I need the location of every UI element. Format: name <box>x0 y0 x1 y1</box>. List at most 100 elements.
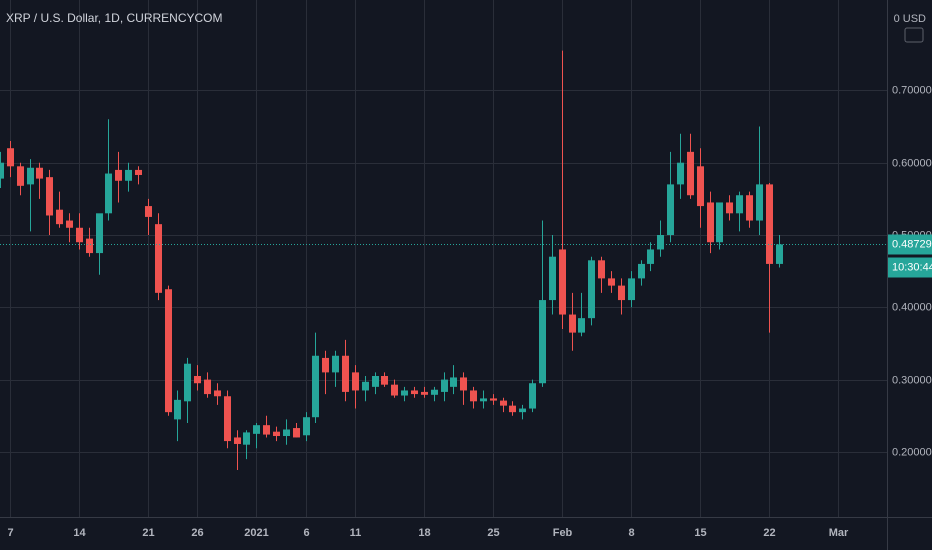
x-tick-label: 22 <box>763 527 775 539</box>
y-tick-label: 0.20000 <box>892 446 932 458</box>
candle-body <box>46 177 53 216</box>
candle-body <box>194 376 201 384</box>
candle-body <box>125 169 132 181</box>
candle-body <box>529 383 536 409</box>
candle-body <box>243 432 250 445</box>
candle-body <box>184 363 191 402</box>
candle-body <box>96 213 103 254</box>
candle-body <box>17 166 24 186</box>
x-tick-label: 11 <box>350 527 362 539</box>
x-tick-label: Feb <box>553 527 573 539</box>
candle-body <box>687 151 694 196</box>
candle-body <box>716 202 723 243</box>
candle-body <box>638 263 645 279</box>
candle-body <box>618 285 625 301</box>
candle-body <box>165 289 172 413</box>
candle-body <box>519 408 526 413</box>
candle-body <box>766 184 773 264</box>
x-tick-label: 18 <box>418 527 430 539</box>
x-tick-label: 6 <box>303 527 309 539</box>
candle-body <box>36 167 43 179</box>
overlay: 0.200000.300000.400000.500000.600000.700… <box>0 84 932 539</box>
candle-body <box>569 314 576 333</box>
candle-body <box>174 399 181 420</box>
candle-body <box>628 278 635 301</box>
candle-body <box>303 417 310 436</box>
candle-body <box>372 376 379 387</box>
candle-body <box>411 390 418 395</box>
candle-body <box>697 166 704 207</box>
grid <box>0 0 887 517</box>
countdown-label: 10:30:44 <box>892 261 932 273</box>
candle-body <box>707 202 714 243</box>
candle-body <box>549 256 556 301</box>
candle-body <box>234 437 241 444</box>
candle-body <box>115 169 122 181</box>
y-tick-label: 0.70000 <box>892 84 932 96</box>
candle-body <box>756 184 763 221</box>
y-tick-label: 0.30000 <box>892 374 932 386</box>
y-tick-label: 0.60000 <box>892 157 932 169</box>
candle-body <box>7 148 14 167</box>
x-tick-label: 7 <box>7 527 13 539</box>
last-price-label: 0.48729 <box>892 238 932 250</box>
candle-body <box>66 220 73 228</box>
candle-body <box>559 249 566 315</box>
candle-body <box>145 206 152 217</box>
candle-body <box>647 249 654 264</box>
x-tick-label: 15 <box>694 527 706 539</box>
candle-body <box>253 425 260 434</box>
candle-body <box>578 318 585 333</box>
y-tick-label: 0.40000 <box>892 301 932 313</box>
candle-body <box>736 195 743 214</box>
x-tick-label: Mar <box>829 527 849 539</box>
candle-body <box>746 195 753 221</box>
candle-body <box>480 398 487 402</box>
candle-body <box>283 429 290 437</box>
candle-body <box>500 400 507 406</box>
candle-body <box>431 389 438 395</box>
candle-body <box>450 377 457 387</box>
candle-body <box>56 209 63 225</box>
candle-body <box>470 390 477 402</box>
candle-body <box>105 173 112 214</box>
candle-body <box>342 355 349 392</box>
candle-body <box>509 405 516 413</box>
candle-body <box>657 235 664 250</box>
candle-body <box>352 372 359 391</box>
candle-body <box>667 184 674 235</box>
candle-body <box>381 376 388 385</box>
x-tick-label: 21 <box>142 527 154 539</box>
candle-body <box>263 425 270 435</box>
candle-body <box>539 300 546 384</box>
candle-body <box>155 224 162 293</box>
settings-icon[interactable] <box>904 27 924 43</box>
x-tick-label: 2021 <box>244 527 268 539</box>
x-tick-label: 26 <box>191 527 203 539</box>
candles <box>0 50 783 470</box>
candle-body <box>273 431 280 437</box>
candle-body <box>598 260 605 279</box>
chart-title: XRP / U.S. Dollar, 1D, CURRENCYCOM <box>6 11 223 25</box>
candle-body <box>0 162 4 179</box>
candle-body <box>362 381 369 391</box>
candle-body <box>677 162 684 185</box>
candle-body <box>421 391 428 395</box>
candle-body <box>293 428 300 438</box>
candle-body <box>86 238 93 254</box>
candle-body <box>460 377 467 391</box>
candle-body <box>332 355 339 373</box>
candle-body <box>391 384 398 396</box>
candle-body <box>588 260 595 319</box>
candle-body <box>322 357 329 373</box>
x-tick-label: 14 <box>73 527 86 539</box>
candle-body <box>204 379 211 395</box>
candle-body <box>135 169 142 175</box>
x-tick-label: 25 <box>487 527 499 539</box>
candle-body <box>27 167 34 185</box>
last-price-box <box>888 234 932 255</box>
candle-body <box>608 278 615 286</box>
candle-body <box>726 202 733 214</box>
candle-body <box>76 227 83 243</box>
candle-body <box>224 396 231 442</box>
